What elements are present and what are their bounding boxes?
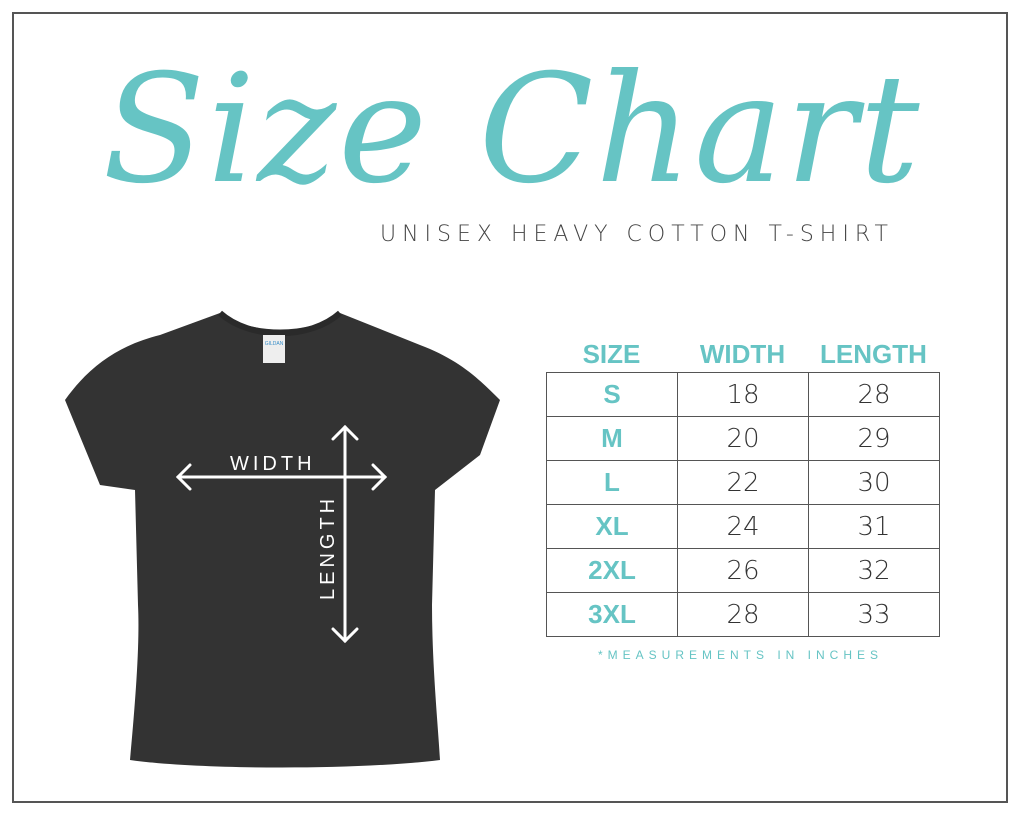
length-cell: 30 — [808, 460, 940, 505]
table-row: XL 24 31 — [546, 504, 940, 549]
header-size: SIZE — [582, 339, 641, 369]
frame-border — [12, 12, 1008, 803]
tshirt-illustration: GILDAN WIDTH LENGTH — [65, 310, 500, 768]
size-cell: M — [546, 416, 678, 461]
table-header: SIZE WIDTH LENGTH — [546, 336, 940, 372]
table-row: 2XL 26 32 — [546, 548, 940, 593]
size-cell: XL — [546, 504, 678, 549]
measurement-note: *MEASUREMENTS IN INCHES — [598, 648, 884, 662]
length-cell: 32 — [808, 548, 940, 593]
tag-icon — [263, 335, 285, 363]
measure-arrows — [175, 424, 388, 644]
tshirt-collar — [217, 310, 343, 337]
size-cell: L — [546, 460, 678, 505]
width-cell: 18 — [677, 372, 809, 417]
width-cell: 20 — [677, 416, 809, 461]
size-cell: S — [546, 372, 678, 417]
width-label: WIDTH — [230, 453, 316, 475]
length-cell: 29 — [808, 416, 940, 461]
width-cell: 22 — [677, 460, 809, 505]
table-row: 3XL 28 33 — [546, 592, 940, 637]
page-title: Size Chart — [102, 43, 922, 217]
length-label: LENGTH — [317, 495, 339, 600]
size-cell: 3XL — [546, 592, 678, 637]
length-cell: 28 — [808, 372, 940, 417]
header-width: WIDTH — [699, 339, 786, 369]
length-cell: 33 — [808, 592, 940, 637]
size-cell: 2XL — [546, 548, 678, 593]
table-row: L 22 30 — [546, 460, 940, 505]
width-cell: 26 — [677, 548, 809, 593]
subtitle: UNISEX HEAVY COTTON T-SHIRT — [380, 222, 894, 247]
width-cell: 24 — [677, 504, 809, 549]
length-cell: 31 — [808, 504, 940, 549]
table-row: S 18 28 — [546, 372, 940, 417]
table-row: M 20 29 — [546, 416, 940, 461]
width-cell: 28 — [677, 592, 809, 637]
tag-label: GILDAN — [265, 341, 284, 347]
tshirt-body — [65, 313, 500, 768]
size-table: SIZE WIDTH LENGTH S 18 28 M 20 29 L 22 30 XL 24 31 2… — [546, 336, 940, 637]
header-length: LENGTH — [820, 339, 927, 369]
